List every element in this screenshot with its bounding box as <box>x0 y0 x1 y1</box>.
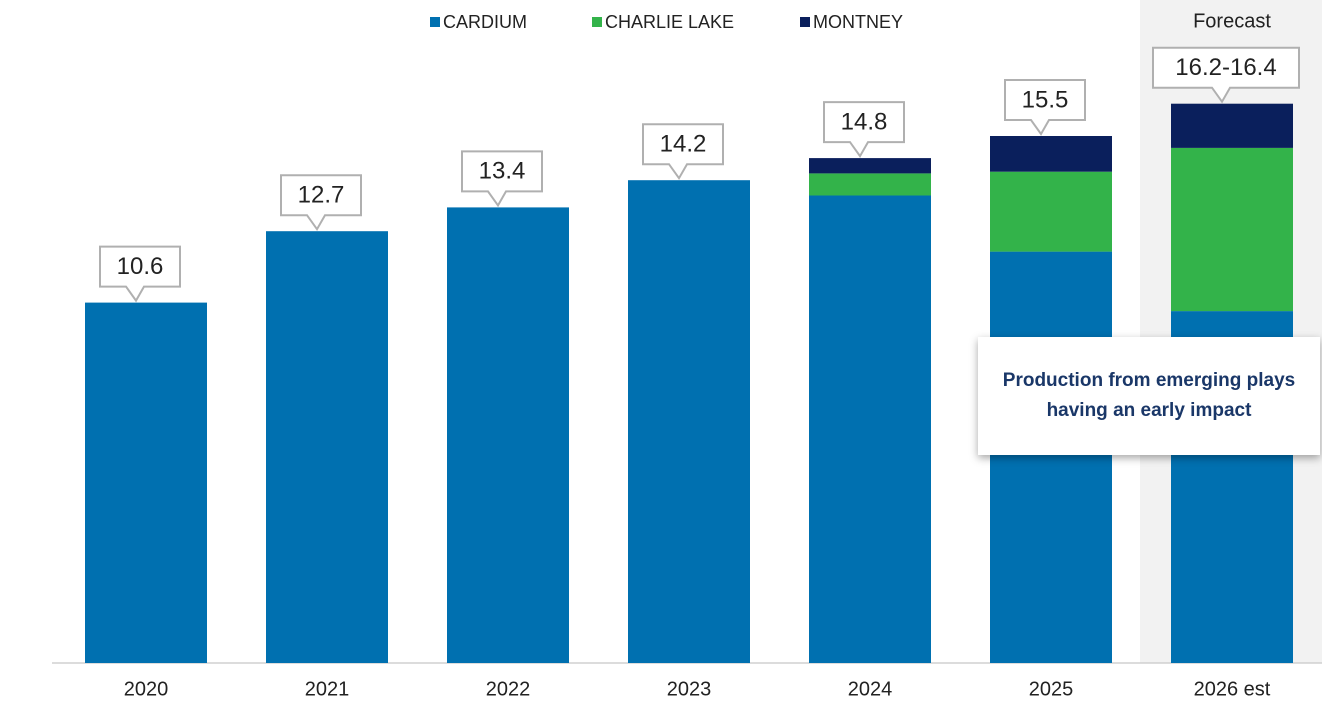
x-tick-label: 2024 <box>848 678 893 700</box>
bar-segment <box>1171 103 1293 148</box>
legend-label: CHARLIE LAKE <box>605 12 734 32</box>
bar-segment <box>990 136 1112 172</box>
callout-box <box>1004 79 1086 136</box>
total-label: 14.8 <box>841 108 888 135</box>
bar-segment <box>990 251 1112 663</box>
bar-segment <box>990 171 1112 252</box>
x-tick-label: 2021 <box>305 678 350 700</box>
total-label: 14.2 <box>660 131 707 158</box>
x-tick-label: 2025 <box>1029 678 1074 700</box>
bar-segment <box>809 158 931 174</box>
callout-box <box>461 150 543 208</box>
bar-segment <box>809 195 931 663</box>
x-tick-label: 2023 <box>667 678 712 700</box>
bar-segment <box>628 180 750 663</box>
total-label: 12.7 <box>298 182 345 209</box>
total-label: 13.4 <box>479 158 526 185</box>
x-tick-label: 2022 <box>486 678 531 700</box>
legend-swatch <box>800 17 810 27</box>
x-tick-label: 2020 <box>124 678 169 700</box>
legend-label: CARDIUM <box>443 12 527 32</box>
bar-segment <box>85 302 207 663</box>
legend-label: MONTNEY <box>813 12 903 32</box>
forecast-label: Forecast <box>1193 10 1271 32</box>
callout-box <box>642 123 724 181</box>
bar-segment <box>266 231 388 663</box>
x-tick-label: 2026 est <box>1194 678 1271 700</box>
callout-box <box>99 245 181 303</box>
total-label: 15.5 <box>1022 86 1069 113</box>
bar-segment <box>447 207 569 663</box>
total-label: 10.6 <box>117 253 164 280</box>
legend-swatch <box>592 17 602 27</box>
annotation: Production from emerging plays having an… <box>978 337 1320 455</box>
legend-swatch <box>430 17 440 27</box>
callout-box <box>823 101 905 158</box>
callout-box <box>1152 46 1300 104</box>
total-label: 16.2-16.4 <box>1175 54 1276 81</box>
bar-segment <box>1171 147 1293 312</box>
bar-segment <box>809 173 931 196</box>
callout-box <box>280 174 362 232</box>
